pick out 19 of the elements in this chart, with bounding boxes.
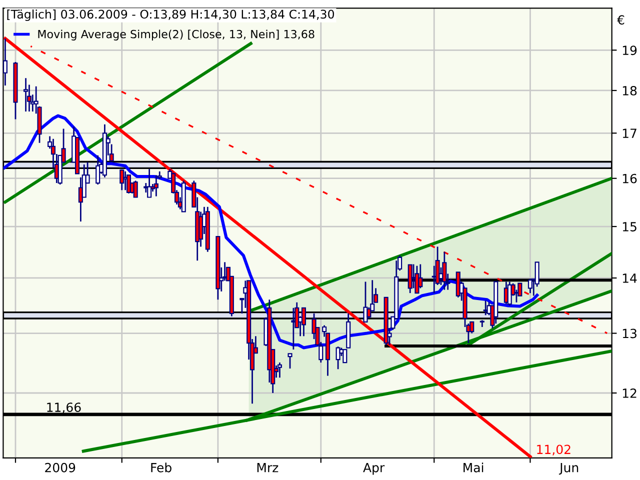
x-tick-label: Jun <box>558 463 578 475</box>
x-tick-label: Mrz <box>257 463 278 472</box>
y-tick-label: 13 <box>622 328 636 338</box>
y-tick-label: 18 <box>622 86 637 96</box>
annotation: 11,02 <box>537 444 570 456</box>
x-tick-label: Apr <box>363 463 385 475</box>
x-tick-label: Feb <box>151 462 172 472</box>
chart-title: [Täglich] 03.06.2009 - O:13,89 H:14,30 L:13,84 C:14,30 <box>7 10 334 21</box>
y-tick-label: 15 <box>622 222 636 232</box>
y-tick-label: 14 <box>622 274 637 283</box>
ref-line-label: 11,66 <box>47 402 81 414</box>
legend-label: Moving Average Simple(2) [Close, 13, Nein] 13,68 <box>38 30 314 40</box>
x-tick-label: 2009 <box>45 462 76 472</box>
y-axis-title: € <box>616 15 624 25</box>
y-tick-label: 17 <box>622 128 636 138</box>
y-tick-label: 12 <box>622 388 636 398</box>
y-tick-label: 19 <box>622 46 637 56</box>
y-tick-label: 16 <box>622 174 637 184</box>
x-tick-label: Mai <box>464 462 484 472</box>
